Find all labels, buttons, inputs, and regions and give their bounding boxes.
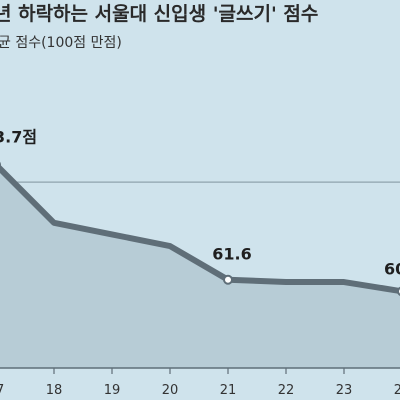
x-tick-label: 20 xyxy=(162,383,179,398)
data-marker xyxy=(223,274,233,285)
data-label: 3.7점 xyxy=(0,128,37,147)
x-tick-label: 18 xyxy=(46,383,63,398)
x-tick-label: 24 xyxy=(394,383,400,398)
x-axis: 17 18 19 20 21 22 23 24 xyxy=(0,367,400,398)
data-label: 61.6 xyxy=(212,245,251,264)
x-tick-label: 22 xyxy=(278,383,295,398)
series-area xyxy=(0,168,400,368)
x-tick-label: 19 xyxy=(104,383,121,398)
data-markers xyxy=(0,161,400,296)
x-tick-label: 23 xyxy=(336,383,353,398)
x-tick-label: 17 xyxy=(0,383,4,398)
series-line xyxy=(0,164,400,295)
x-tick-label: 21 xyxy=(220,383,237,398)
data-label: 60 xyxy=(384,259,400,278)
data-labels: 3.7점 61.6 60 xyxy=(0,128,400,279)
chart-subtitle: 균 점수(100점 만점) xyxy=(0,35,122,51)
chart-title: 년 하락하는 서울대 신입생 '글쓰기' 점수 xyxy=(0,3,318,25)
